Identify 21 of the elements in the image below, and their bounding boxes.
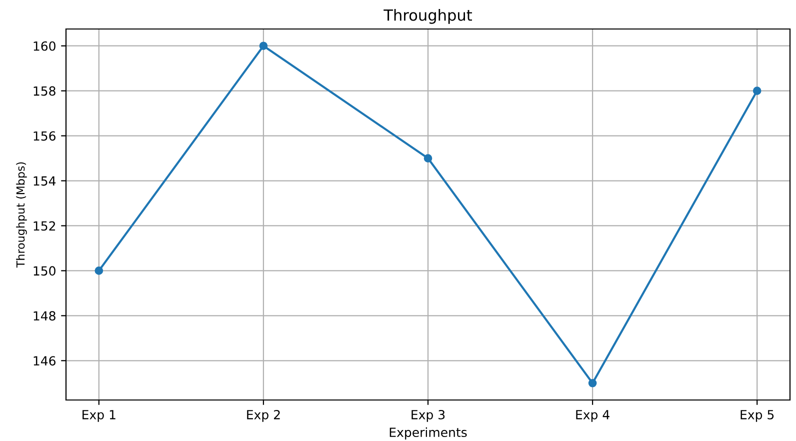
y-tick-label: 148 xyxy=(34,311,56,321)
y-tick-label: 146 xyxy=(34,356,56,366)
x-tick-label: Exp 4 xyxy=(576,410,610,422)
y-tick-label: 156 xyxy=(34,131,56,141)
point xyxy=(94,266,104,275)
y-tick-label: 154 xyxy=(34,176,56,186)
y-axis-title: Throughput (Mbps) xyxy=(16,162,27,268)
point xyxy=(259,42,268,50)
y-tick-label: 158 xyxy=(34,86,56,96)
y-tick-label: 150 xyxy=(34,266,56,276)
y-tick-label: 152 xyxy=(34,221,56,231)
point xyxy=(424,154,432,162)
x-tick-label: Exp 3 xyxy=(412,410,445,422)
x-tick-label: Exp 1 xyxy=(82,410,116,422)
point xyxy=(752,86,762,95)
x-axis-title: Experiments xyxy=(390,427,467,440)
x-tick-label: Exp 5 xyxy=(740,410,774,422)
y-tick-label: 160 xyxy=(34,41,56,51)
chart-title: Throughput xyxy=(384,9,472,24)
point xyxy=(588,378,597,388)
x-tick-label: Exp 2 xyxy=(247,410,280,422)
